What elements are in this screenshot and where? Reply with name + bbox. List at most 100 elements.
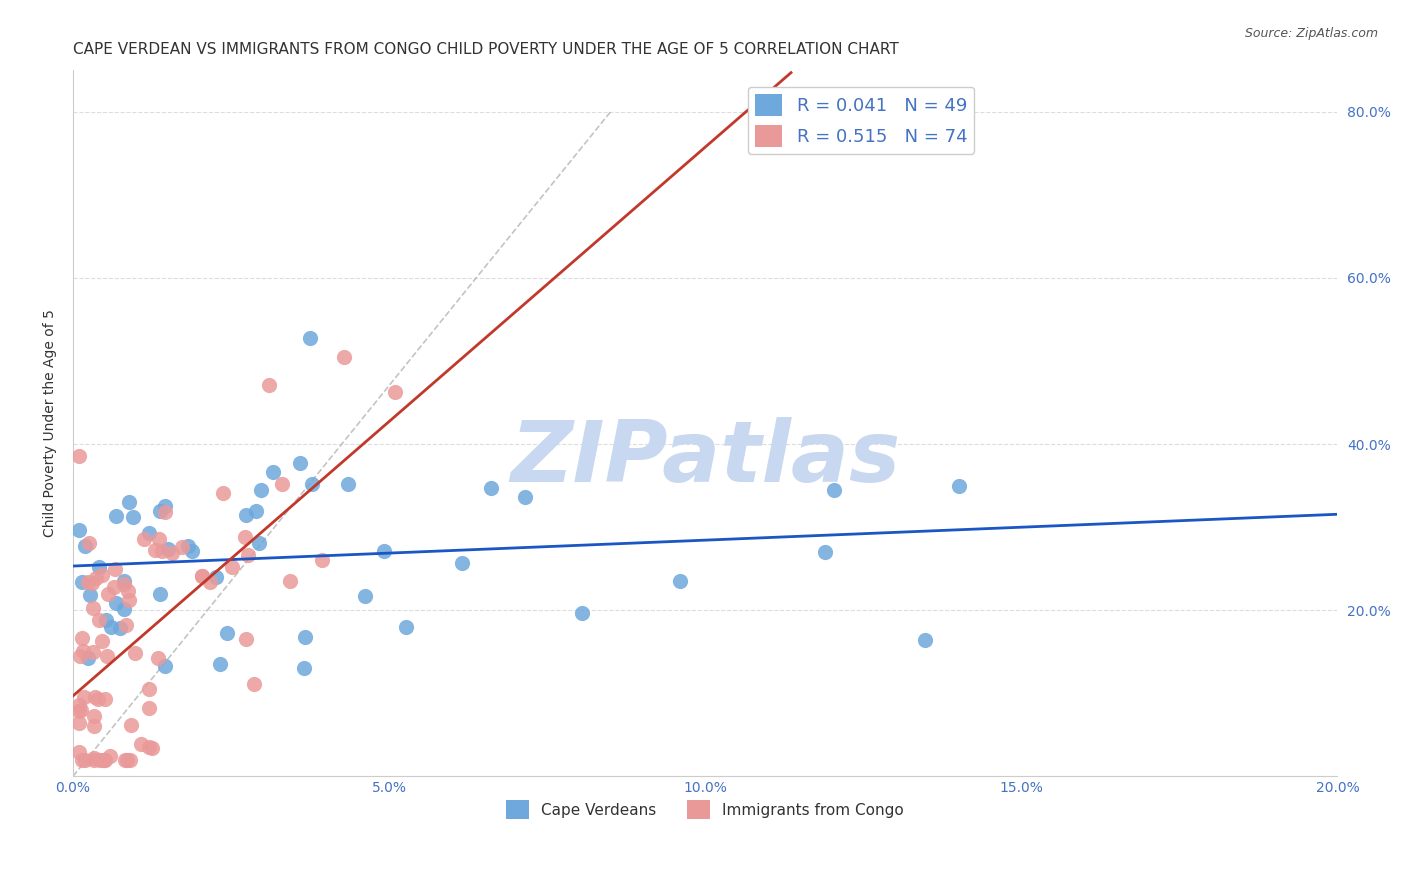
Point: [479, 481, 502, 495]
Point: [83, 719, 105, 733]
Point: [112, 574, 135, 588]
Point: [301, 476, 323, 491]
Point: [89, 753, 111, 767]
Point: [114, 753, 136, 767]
Point: [104, 509, 127, 524]
Point: [221, 559, 243, 574]
Point: [153, 499, 176, 513]
Point: [117, 592, 139, 607]
Point: [73, 690, 96, 705]
Legend: Cape Verdeans, Immigrants from Congo: Cape Verdeans, Immigrants from Congo: [501, 794, 910, 825]
Point: [67, 745, 90, 759]
Point: [288, 456, 311, 470]
Point: [914, 632, 936, 647]
Point: [93, 692, 115, 706]
Point: [451, 556, 474, 570]
Point: [77, 650, 100, 665]
Point: [82, 601, 104, 615]
Point: [156, 541, 179, 556]
Point: [84, 690, 107, 704]
Point: [571, 607, 593, 621]
Y-axis label: Child Poverty Under the Age of 5: Child Poverty Under the Age of 5: [44, 310, 58, 537]
Point: [233, 530, 256, 544]
Point: [87, 614, 110, 628]
Point: [104, 562, 127, 576]
Point: [247, 535, 270, 549]
Point: [118, 495, 141, 509]
Point: [83, 753, 105, 767]
Point: [84, 571, 107, 585]
Point: [70, 631, 93, 645]
Point: [117, 753, 139, 767]
Point: [271, 477, 294, 491]
Point: [235, 508, 257, 522]
Point: [96, 649, 118, 664]
Point: [93, 753, 115, 767]
Point: [191, 569, 214, 583]
Point: [122, 509, 145, 524]
Point: [93, 753, 115, 767]
Text: Source: ZipAtlas.com: Source: ZipAtlas.com: [1244, 27, 1378, 40]
Point: [170, 540, 193, 554]
Point: [384, 385, 406, 400]
Point: [70, 753, 93, 767]
Point: [112, 601, 135, 615]
Point: [141, 740, 163, 755]
Point: [82, 646, 104, 660]
Point: [160, 546, 183, 560]
Point: [69, 649, 91, 664]
Point: [149, 504, 172, 518]
Point: [72, 644, 94, 658]
Point: [148, 532, 170, 546]
Point: [73, 753, 96, 767]
Point: [91, 753, 114, 767]
Point: [177, 539, 200, 553]
Point: [67, 523, 90, 537]
Point: [124, 646, 146, 660]
Point: [191, 569, 214, 583]
Point: [77, 535, 100, 549]
Point: [103, 580, 125, 594]
Point: [146, 651, 169, 665]
Point: [336, 477, 359, 491]
Point: [243, 677, 266, 691]
Point: [76, 574, 98, 589]
Point: [143, 543, 166, 558]
Point: [311, 552, 333, 566]
Point: [153, 659, 176, 673]
Point: [67, 698, 90, 712]
Point: [353, 589, 375, 603]
Point: [150, 544, 173, 558]
Point: [120, 753, 142, 767]
Point: [262, 465, 284, 479]
Point: [138, 526, 160, 541]
Point: [91, 567, 114, 582]
Point: [100, 620, 122, 634]
Point: [235, 632, 257, 646]
Point: [814, 545, 837, 559]
Point: [112, 576, 135, 591]
Point: [94, 613, 117, 627]
Point: [87, 692, 110, 706]
Point: [75, 539, 97, 553]
Point: [211, 486, 233, 500]
Point: [67, 715, 90, 730]
Point: [120, 717, 142, 731]
Point: [208, 657, 231, 671]
Point: [948, 479, 970, 493]
Point: [205, 569, 228, 583]
Point: [236, 548, 259, 562]
Point: [69, 703, 91, 717]
Text: ZIPatlas: ZIPatlas: [510, 417, 900, 500]
Point: [138, 681, 160, 696]
Point: [138, 701, 160, 715]
Point: [83, 751, 105, 765]
Point: [153, 504, 176, 518]
Point: [294, 631, 316, 645]
Point: [67, 449, 90, 463]
Point: [250, 483, 273, 498]
Point: [129, 737, 152, 751]
Point: [669, 574, 692, 588]
Point: [83, 709, 105, 723]
Point: [292, 660, 315, 674]
